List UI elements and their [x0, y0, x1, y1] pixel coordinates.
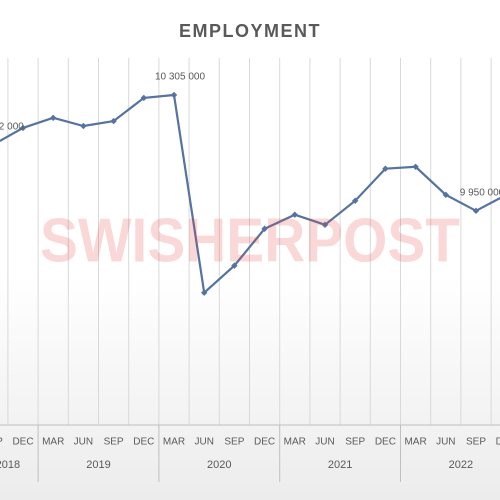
x-tick-label: DEC — [375, 437, 396, 448]
plot: 10 152 000 10 305 000 9 950 000 — [0, 72, 500, 296]
marker — [321, 221, 329, 229]
grid: SEP DEC MAR JUN SEP DEC MAR JUN SEP DEC MAR JUN SEP D… — [0, 58, 500, 482]
x-group-label: 2020 — [207, 459, 231, 471]
x-tick-label: SEP — [104, 437, 124, 448]
watermark: SWISHERPOST — [40, 206, 460, 275]
marker — [442, 191, 449, 199]
x-tick-label: MAR — [284, 437, 306, 448]
marker — [412, 163, 419, 170]
x-tick-label: SEP — [0, 437, 3, 448]
marker — [382, 165, 389, 172]
x-tick-label: JUN — [436, 437, 455, 448]
data-label: 10 305 000 — [155, 72, 205, 83]
marker — [231, 262, 238, 269]
x-tick-label: DEC — [133, 437, 154, 448]
marker — [352, 197, 359, 204]
marker — [201, 289, 208, 296]
x-tick-label: MAR — [163, 437, 185, 448]
x-group-label: 2019 — [86, 459, 110, 471]
marker — [80, 122, 87, 130]
x-tick-label: SEP — [224, 437, 244, 448]
x-tick-label: MAR — [42, 437, 64, 448]
line-series — [0, 93, 500, 295]
x-tick-label: SEP — [345, 437, 365, 448]
chart-title: EMPLOYMENT — [179, 21, 321, 41]
x-tick-label: SEP — [466, 437, 486, 448]
marker — [140, 94, 147, 102]
x-group-label: 2022 — [449, 459, 473, 471]
x-tick-label: DEC — [12, 437, 33, 448]
marker — [50, 114, 57, 122]
marker — [110, 117, 117, 125]
data-label: 10 152 000 — [0, 122, 24, 133]
marker — [261, 225, 268, 232]
data-label: 9 950 000 — [460, 187, 500, 198]
x-tick-label: JUN — [74, 437, 93, 448]
x-tick-label: DEC — [254, 437, 275, 448]
marker — [472, 207, 480, 215]
marker — [291, 211, 298, 218]
x-tick-label: MAR — [404, 437, 426, 448]
x-tick-label: JUN — [194, 437, 213, 448]
x-group-label: 2021 — [328, 459, 352, 471]
marker — [170, 91, 178, 99]
x-tick-label: DEC — [496, 437, 500, 448]
x-group-label: 2018 — [0, 459, 20, 471]
x-tick-label: JUN — [315, 437, 334, 448]
marker — [19, 124, 27, 132]
